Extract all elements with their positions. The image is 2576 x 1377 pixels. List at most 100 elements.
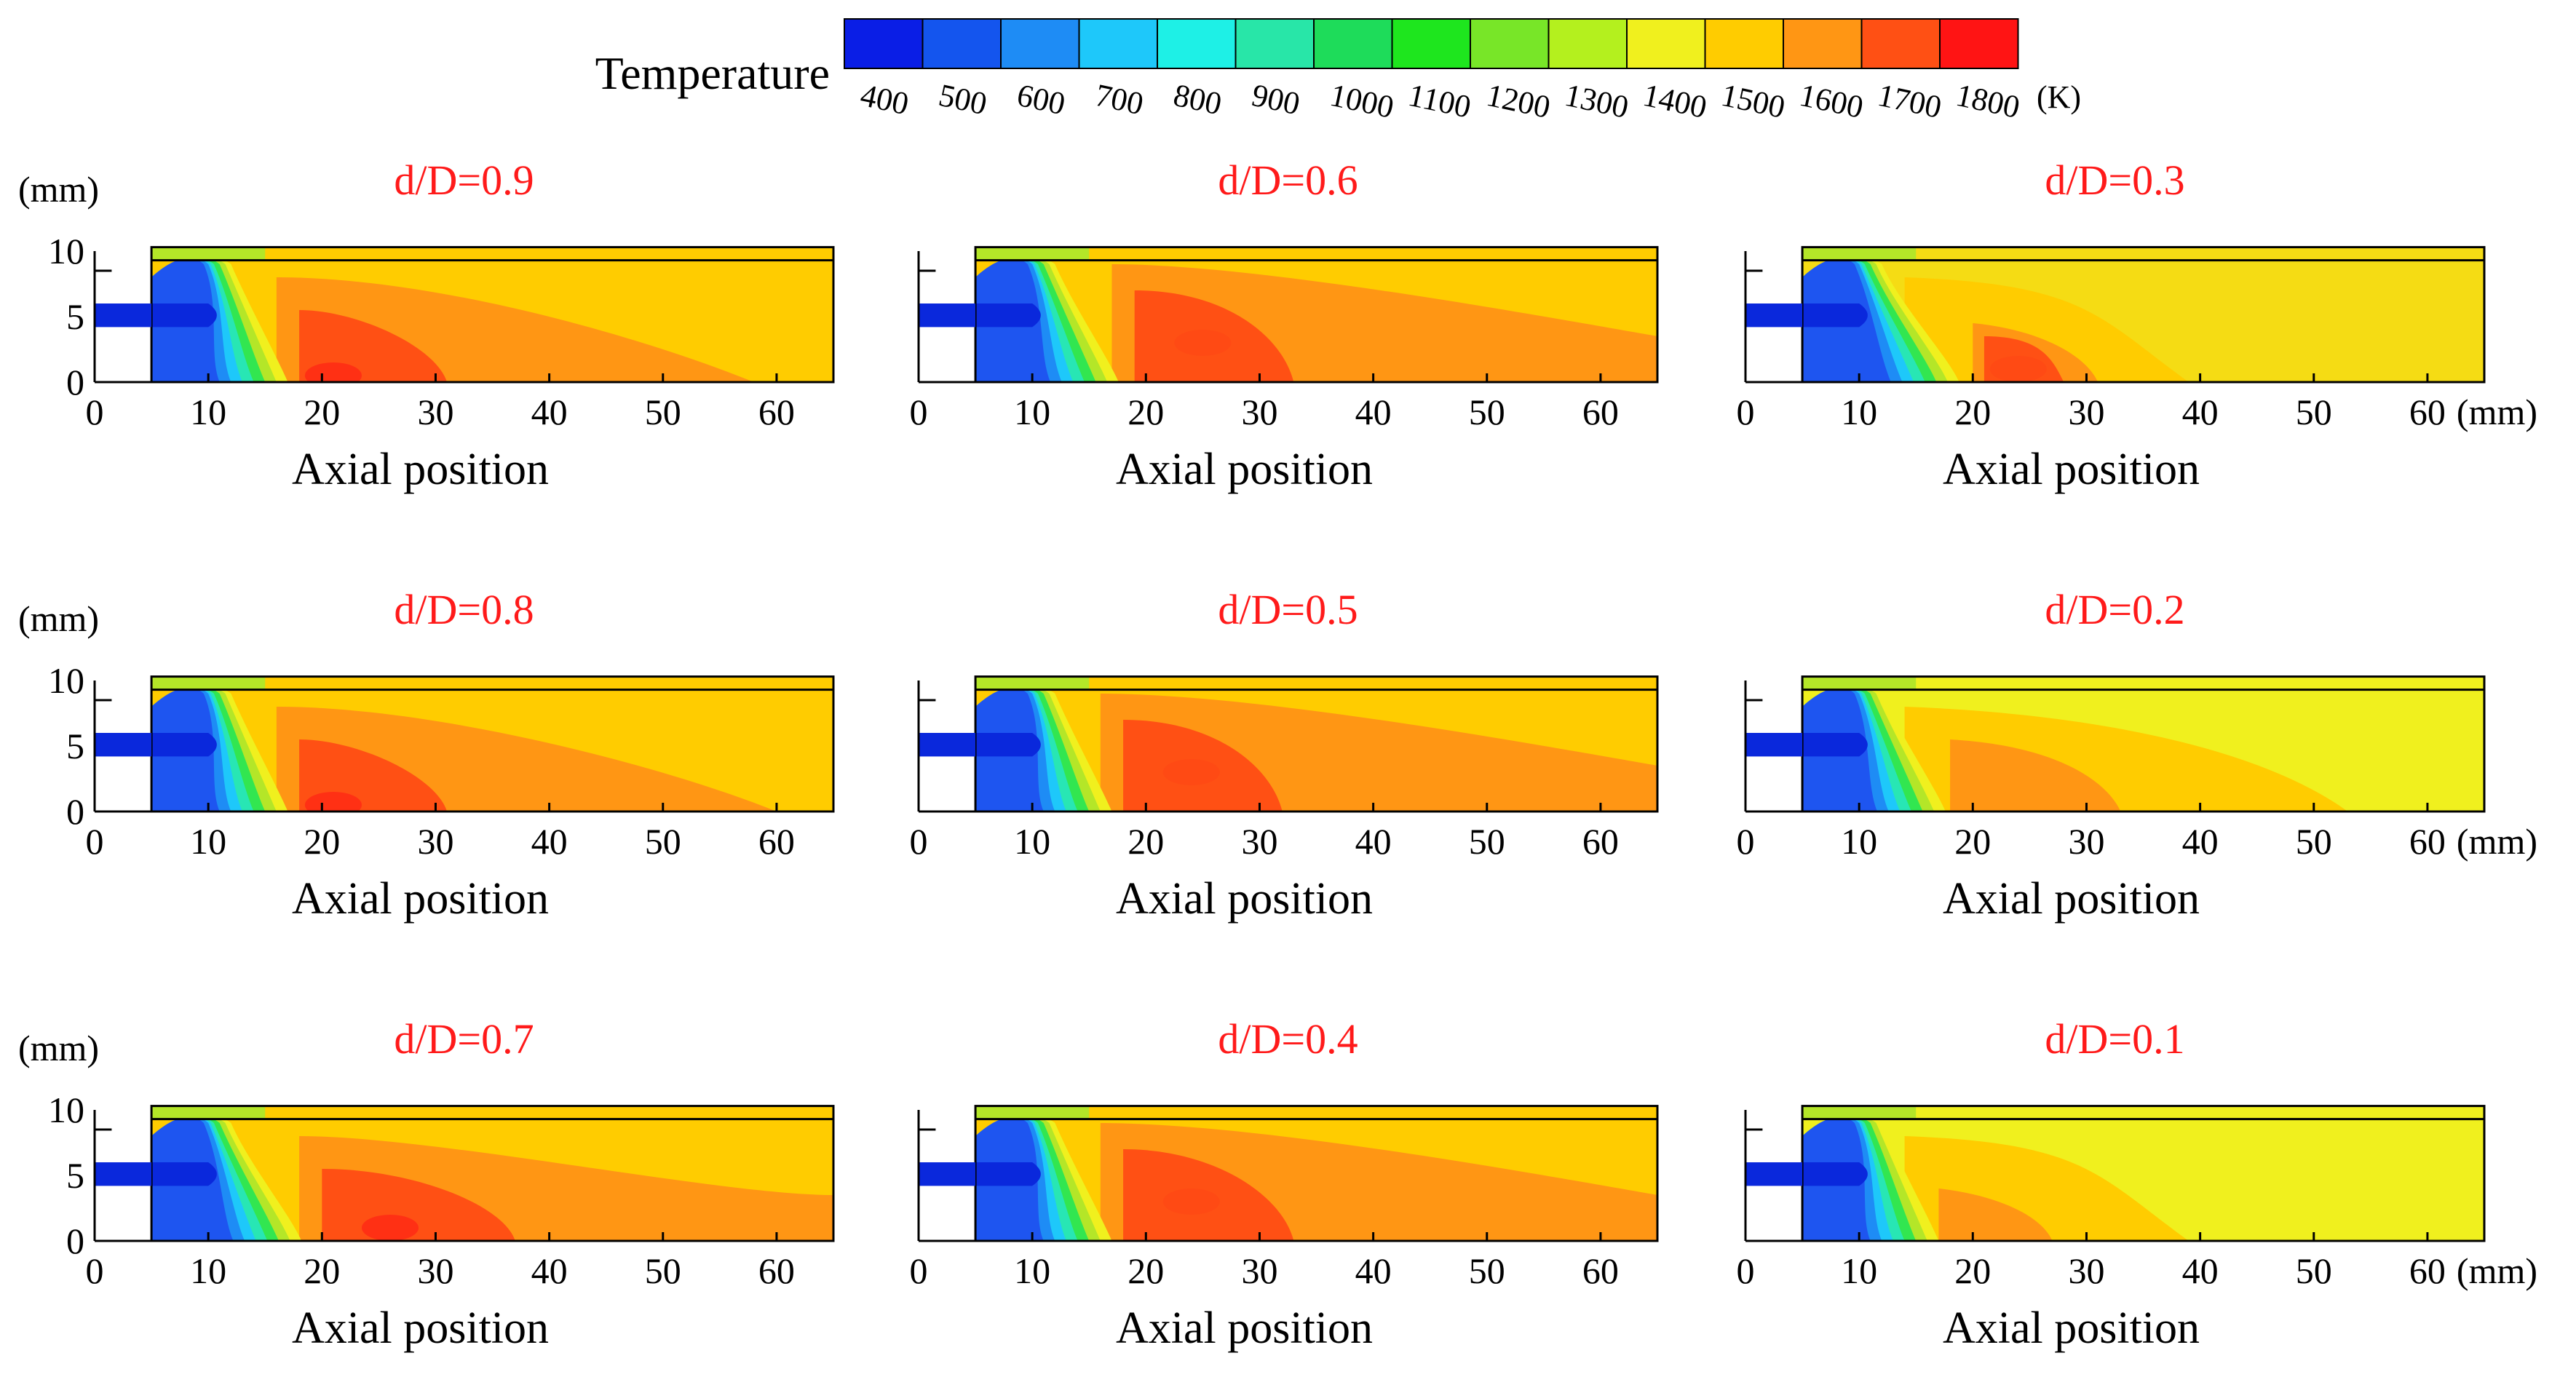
colorbar-swatch [1313, 18, 1393, 69]
hot-core [1950, 1202, 2018, 1241]
colorbar-swatch [1860, 18, 1941, 69]
colorbar-tick-label: 1800 [1953, 77, 2023, 125]
wall-layer [975, 247, 1090, 261]
cold-jet-core [975, 1162, 1041, 1186]
x-tick-label: 40 [531, 1250, 568, 1291]
x-tick-label: 30 [417, 1250, 453, 1291]
colorbar-swatch [1157, 18, 1237, 69]
colorbar-tick-label: 1100 [1405, 77, 1474, 125]
peak-temperature [1162, 759, 1220, 785]
contour-panel: d/D=0.6 0 10 20 30 40 50 60 Axial position [910, 156, 1659, 494]
contour-panel: d/D=0.2 0 10 20 30 40 50 60 (mm) Axial position [1737, 586, 2538, 924]
temperature-field [975, 247, 1657, 382]
y-tick-label: 0 [66, 791, 84, 832]
temperature-field [151, 676, 834, 811]
colorbar-tick-label: 1300 [1561, 77, 1631, 125]
x-axis-label: Axial position [1943, 445, 2200, 494]
temperature-field [1802, 1106, 2484, 1241]
colorbar-unit: (K) [2037, 79, 2081, 115]
colorbar-tick-label: 1000 [1327, 77, 1397, 125]
wall-layer [151, 247, 266, 261]
x-tick-label: 50 [1469, 821, 1505, 862]
contour-panel: d/D=0.5 0 10 20 30 40 50 60 Axial position [910, 586, 1659, 924]
x-unit: (mm) [2457, 1250, 2537, 1291]
colorbar-swatch [1391, 18, 1471, 69]
x-tick-label: 40 [1355, 1250, 1392, 1291]
panel-title: d/D=0.2 [2045, 586, 2184, 633]
x-tick-label: 40 [531, 392, 568, 432]
x-tick-label: 10 [1841, 821, 1877, 862]
x-tick-label: 0 [910, 821, 928, 862]
peak-temperature [304, 792, 362, 811]
x-axis-label: Axial position [1943, 874, 2200, 924]
colorbar-swatch [1000, 18, 1080, 69]
panel-title: d/D=0.5 [1218, 586, 1358, 633]
x-tick-label: 20 [304, 392, 340, 432]
x-tick-label: 20 [1954, 1250, 1991, 1291]
x-tick-label: 60 [1582, 392, 1619, 432]
temperature-field [975, 1106, 1657, 1241]
colorbar-swatch [1704, 18, 1784, 69]
x-tick-label: 40 [1355, 821, 1392, 862]
wall-layer [151, 1106, 266, 1119]
x-tick-label: 0 [1737, 821, 1755, 862]
colorbar-tick-label: 1700 [1874, 77, 1944, 125]
x-axis-label: Axial position [1943, 1303, 2200, 1353]
x-tick-label: 30 [2068, 1250, 2104, 1291]
x-tick-label: 30 [1241, 392, 1277, 432]
contour-panel: d/D=0.1 0 10 20 30 40 50 60 (mm) Axial position [1737, 1015, 2538, 1353]
inlet-jet [919, 1162, 976, 1186]
x-tick-label: 60 [2409, 1250, 2446, 1291]
contour-panel: d/D=0.3 0 10 20 30 40 50 60 (mm) Axial position [1737, 156, 2538, 494]
x-tick-label: 60 [2409, 392, 2446, 432]
x-tick-label: 0 [86, 392, 104, 432]
x-tick-label: 0 [1737, 1250, 1755, 1291]
colorbar-tick-label: 1600 [1796, 77, 1866, 125]
colorbar-tick-label: 1500 [1718, 77, 1788, 125]
cold-jet-core [151, 733, 217, 757]
temperature-field [975, 676, 1657, 811]
x-tick-label: 10 [1841, 1250, 1877, 1291]
x-tick-label: 20 [1128, 821, 1164, 862]
temperature-colorbar: Temperature 400 500 600 700 800 900 1000 1100 12… [595, 18, 2081, 125]
x-tick-label: 60 [1582, 821, 1619, 862]
colorbar-swatch [1626, 18, 1706, 69]
x-axis-label: Axial position [1116, 445, 1373, 494]
colorbar-tick-label: 800 [1170, 77, 1225, 122]
inlet-jet [1745, 733, 1803, 757]
peak-temperature [1989, 356, 2047, 382]
x-tick-label: 10 [1014, 392, 1050, 432]
colorbar-swatch [1078, 18, 1158, 69]
temperature-field [151, 247, 834, 382]
peak-temperature [304, 362, 362, 382]
contour-panel: d/D=0.4 0 10 20 30 40 50 60 Axial position [910, 1015, 1659, 1353]
y-tick-label: 0 [66, 362, 84, 402]
y-tick-label: 10 [48, 660, 84, 701]
peak-temperature [1174, 330, 1232, 356]
x-tick-label: 20 [304, 1250, 340, 1291]
x-tick-label: 50 [645, 392, 681, 432]
panel-title: d/D=0.9 [394, 156, 534, 204]
x-tick-label: 60 [758, 821, 795, 862]
wall-layer [975, 676, 1090, 690]
panel-title: d/D=0.6 [1218, 156, 1358, 204]
wall-layer [1802, 1106, 1917, 1119]
x-tick-label: 30 [2068, 392, 2104, 432]
x-tick-label: 40 [1355, 392, 1392, 432]
x-tick-label: 0 [1737, 392, 1755, 432]
colorbar-swatch [1235, 18, 1315, 69]
x-tick-label: 50 [2296, 821, 2332, 862]
wall-layer [151, 676, 266, 690]
x-tick-label: 50 [645, 821, 681, 862]
x-axis-label: Axial position [292, 445, 549, 494]
y-tick-label: 5 [66, 296, 84, 337]
cold-jet-core [151, 1162, 217, 1186]
y-unit: (mm) [18, 169, 99, 210]
inlet-jet [919, 303, 976, 328]
y-unit: (mm) [18, 1028, 99, 1068]
